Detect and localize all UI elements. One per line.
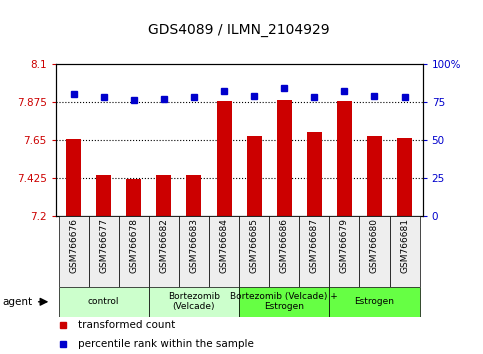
Bar <box>247 136 262 216</box>
Bar <box>277 99 292 216</box>
Bar <box>329 216 359 287</box>
Bar <box>66 139 81 216</box>
Bar <box>359 216 389 287</box>
Bar <box>96 175 111 216</box>
Bar <box>269 216 299 287</box>
Text: agent: agent <box>2 297 32 307</box>
Text: GSM766684: GSM766684 <box>220 218 228 273</box>
Text: GSM766677: GSM766677 <box>99 218 108 273</box>
Text: GSM766681: GSM766681 <box>400 218 409 273</box>
Bar <box>58 216 89 287</box>
Bar <box>209 216 239 287</box>
Bar <box>58 287 149 317</box>
Text: Bortezomib
(Velcade): Bortezomib (Velcade) <box>168 292 220 312</box>
Bar <box>216 101 231 216</box>
Bar <box>89 216 119 287</box>
Bar <box>397 138 412 216</box>
Bar <box>299 216 329 287</box>
Bar <box>329 287 420 317</box>
Text: control: control <box>88 297 119 306</box>
Text: percentile rank within the sample: percentile rank within the sample <box>78 339 254 349</box>
Bar <box>367 136 382 216</box>
Text: GSM766683: GSM766683 <box>189 218 199 273</box>
Text: GSM766682: GSM766682 <box>159 218 169 273</box>
Text: GSM766687: GSM766687 <box>310 218 319 273</box>
Bar <box>179 216 209 287</box>
Bar <box>337 101 352 216</box>
Text: transformed count: transformed count <box>78 320 175 330</box>
Text: GDS4089 / ILMN_2104929: GDS4089 / ILMN_2104929 <box>148 23 330 37</box>
Text: GSM766680: GSM766680 <box>370 218 379 273</box>
Text: GSM766679: GSM766679 <box>340 218 349 273</box>
Text: Bortezomib (Velcade) +
Estrogen: Bortezomib (Velcade) + Estrogen <box>230 292 338 312</box>
Text: GSM766678: GSM766678 <box>129 218 138 273</box>
Text: GSM766685: GSM766685 <box>250 218 258 273</box>
Bar <box>149 287 239 317</box>
Bar <box>119 216 149 287</box>
Text: GSM766686: GSM766686 <box>280 218 289 273</box>
Bar <box>149 216 179 287</box>
Bar <box>239 287 329 317</box>
Bar <box>307 132 322 216</box>
Text: Estrogen: Estrogen <box>355 297 395 306</box>
Text: GSM766676: GSM766676 <box>69 218 78 273</box>
Bar <box>126 179 142 216</box>
Bar <box>156 175 171 216</box>
Bar <box>239 216 269 287</box>
Bar <box>389 216 420 287</box>
Bar <box>186 175 201 216</box>
